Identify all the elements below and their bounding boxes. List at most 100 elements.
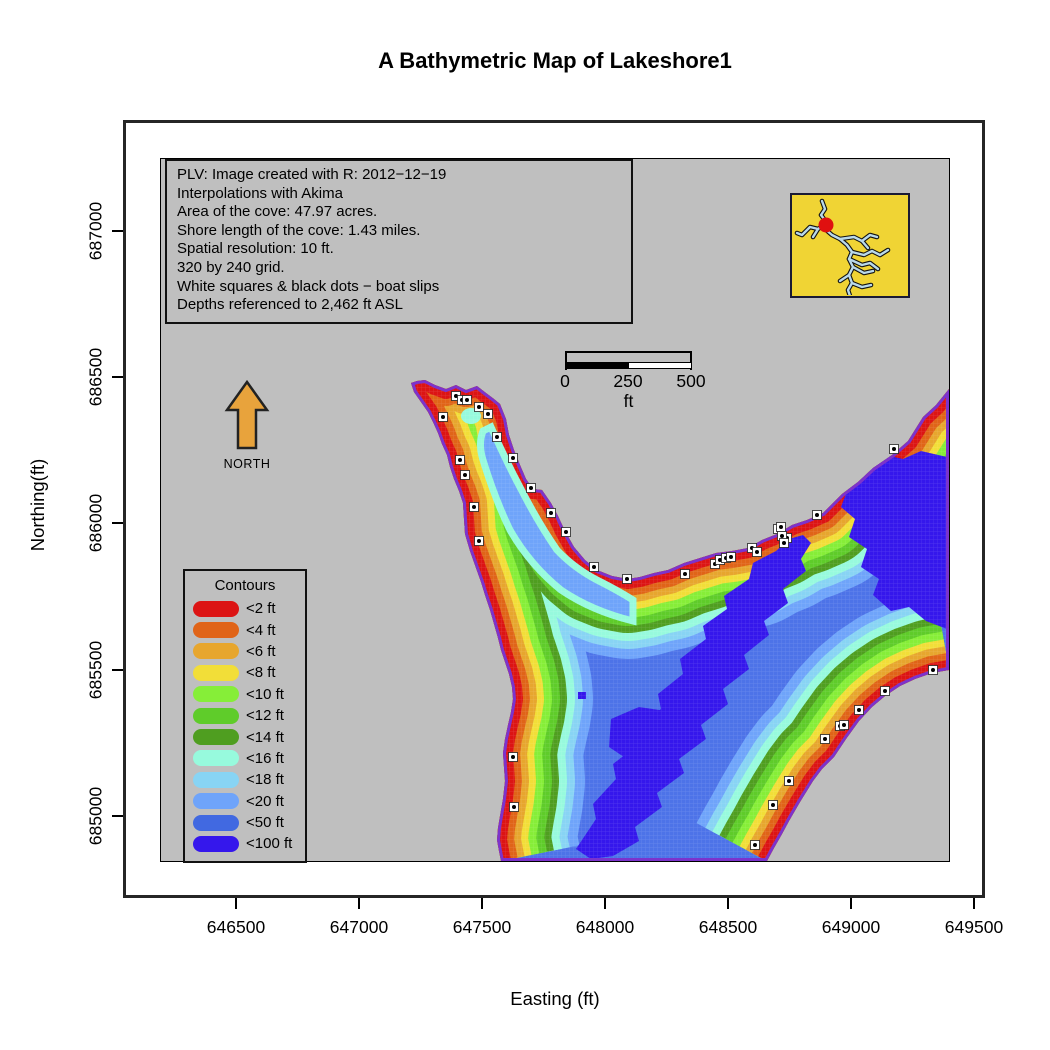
- x-tick-mark: [604, 898, 606, 909]
- locator-inset-map: [790, 193, 910, 302]
- scale-bar-labels: 0 250 500: [560, 370, 715, 391]
- x-tick-label: 648000: [575, 917, 635, 937]
- x-tick-mark: [358, 898, 360, 909]
- boat-slip-marker: [492, 432, 502, 442]
- boat-slip-marker: [779, 538, 789, 548]
- legend-swatch: [193, 750, 239, 767]
- y-tick-mark: [112, 815, 123, 817]
- legend-entry-label: <2 ft: [246, 600, 276, 618]
- legend-entry: <50 ft: [185, 812, 305, 833]
- info-line: Depths referenced to 2,462 ft ASL: [177, 296, 403, 314]
- boat-slip-marker: [509, 802, 519, 812]
- y-tick-mark: [112, 230, 123, 232]
- x-tick-mark: [235, 898, 237, 909]
- x-tick-mark: [850, 898, 852, 909]
- x-tick-mark: [973, 898, 975, 909]
- y-axis-title: Northing(ft): [27, 458, 48, 552]
- scale-bar-unit: ft: [623, 391, 634, 411]
- legend-swatch: [193, 814, 239, 831]
- y-tick-mark: [112, 522, 123, 524]
- x-tick-mark: [727, 898, 729, 909]
- boat-slip-marker: [469, 502, 479, 512]
- y-tick-label: 687000: [85, 201, 106, 261]
- legend-entry-label: <10 ft: [246, 685, 284, 703]
- x-tick-mark: [481, 898, 483, 909]
- legend-swatch: [193, 835, 239, 852]
- legend-entry-label: <4 ft: [246, 621, 276, 639]
- boat-slip-marker: [784, 776, 794, 786]
- legend-title: Contours: [214, 577, 276, 594]
- boat-slip-marker: [474, 402, 484, 412]
- legend-swatch: [193, 643, 239, 660]
- boat-slip-marker: [589, 562, 599, 572]
- legend-entry-label: <20 ft: [246, 792, 284, 810]
- boat-slip-marker: [438, 412, 448, 422]
- info-line: PLV: Image created with R: 2012−12−19: [177, 166, 447, 183]
- info-line: Spatial resolution: 10 ft.: [177, 240, 334, 258]
- y-tick-label: 685000: [85, 786, 106, 846]
- y-tick-label: 686500: [85, 347, 106, 407]
- legend-swatch: [193, 729, 239, 746]
- info-line: 320 by 240 grid.: [177, 258, 285, 276]
- boat-slip-marker: [750, 840, 760, 850]
- boat-slip-marker: [508, 752, 518, 762]
- locator-inset-svg: [794, 198, 891, 302]
- map-canvas: PLV: Image created with R: 2012−12−19 Int…: [160, 158, 950, 863]
- scale-bar-tick-right: [690, 351, 692, 370]
- north-arrow-label: NORTH: [223, 457, 271, 471]
- legend-entry-label: <100 ft: [246, 835, 293, 853]
- legend-swatch: [193, 664, 239, 681]
- page-title: A Bathymetric Map of Lakeshore1: [378, 48, 732, 73]
- info-box: PLV: Image created with R: 2012−12−19 Int…: [165, 159, 633, 324]
- scale-bar-tick-left: [565, 351, 567, 370]
- legend-entry: <16 ft: [185, 748, 305, 769]
- boat-slip-marker: [526, 483, 536, 493]
- x-tick-label: 647000: [329, 917, 389, 937]
- x-axis-title: Easting (ft): [510, 988, 600, 1009]
- y-tick-label: 686000: [85, 493, 106, 553]
- x-tick-label: 649000: [821, 917, 881, 937]
- legend-entry: <12 ft: [185, 705, 305, 726]
- scale-bar-label: 250: [613, 371, 643, 391]
- legend-swatch: [193, 793, 239, 810]
- boat-slip-marker: [462, 395, 472, 405]
- legend-entry: <4 ft: [185, 619, 305, 640]
- legend-entry: <2 ft: [185, 598, 305, 619]
- boat-slip-marker: [776, 522, 786, 532]
- scale-bar-topline: [565, 351, 692, 353]
- x-tick-label: 649500: [944, 917, 1004, 937]
- info-line: Shore length of the cove: 1.43 miles.: [177, 221, 421, 239]
- legend-entry: <14 ft: [185, 726, 305, 747]
- legend-entry-label: <50 ft: [246, 814, 284, 832]
- boat-slip-marker: [812, 510, 822, 520]
- boat-slip-marker: [839, 720, 849, 730]
- x-tick-label: 647500: [452, 917, 512, 937]
- boat-slip-marker: [455, 455, 465, 465]
- boat-slip-marker: [752, 547, 762, 557]
- scale-bar: 0 250 500 ft: [560, 351, 715, 412]
- boat-slip-marker: [561, 527, 571, 537]
- boat-slip-marker: [680, 569, 690, 579]
- boat-slip-marker: [928, 665, 938, 675]
- legend-entry-label: <16 ft: [246, 749, 284, 767]
- boat-slip-marker: [768, 800, 778, 810]
- legend-swatch: [193, 771, 239, 788]
- y-tick-mark: [112, 669, 123, 671]
- boat-slip-marker: [474, 536, 484, 546]
- scale-bar-label: 0: [560, 371, 570, 391]
- legend-entry: <20 ft: [185, 791, 305, 812]
- legend-swatch: [193, 686, 239, 703]
- boat-slip-marker: [889, 444, 899, 454]
- y-tick-mark: [112, 376, 123, 378]
- y-tick-label: 685500: [85, 640, 106, 700]
- scale-bar-label: 500: [676, 371, 706, 391]
- legend-swatch: [193, 600, 239, 617]
- x-tick-label: 648500: [698, 917, 758, 937]
- location-marker: [818, 217, 834, 233]
- legend-swatch: [193, 622, 239, 639]
- scale-bar-graphic: [565, 351, 715, 370]
- legend-swatch: [193, 707, 239, 724]
- legend-entry: <100 ft: [185, 833, 305, 854]
- scale-bar-bar: [565, 362, 692, 369]
- north-arrow: NORTH: [217, 379, 277, 471]
